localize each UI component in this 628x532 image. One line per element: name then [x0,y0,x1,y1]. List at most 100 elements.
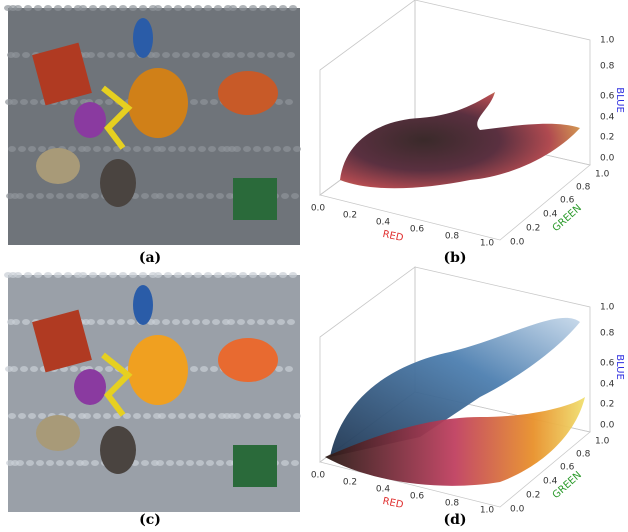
x-tick-label: 0.6 [410,492,425,502]
y-tick-label: 0.2 [526,491,540,501]
pebble [166,460,174,466]
x-axis-title: RED [381,229,404,244]
pebble [283,413,291,419]
pebble [243,413,251,419]
pebble [293,146,301,152]
pebble [153,146,161,152]
pebble [76,460,84,466]
pebble [97,52,105,58]
pebble [243,146,251,152]
pebble [22,319,30,325]
pebble [30,366,38,372]
pebble [24,272,32,278]
y-tick-label: 0.2 [526,224,540,234]
shell [36,148,80,184]
pebble [267,52,275,58]
pebble [64,5,72,11]
pebble [143,413,151,419]
z-tick-label: 1.0 [600,303,615,313]
pebble [162,319,170,325]
pebble [93,146,101,152]
pebble [20,99,28,105]
pebble [210,366,218,372]
coral-purple [74,102,106,138]
pebble [129,5,137,11]
photo [4,272,301,512]
pebble [8,413,16,419]
pebble [127,319,135,325]
pebble [198,413,206,419]
x-tick-label: 0.8 [445,499,460,509]
pebble [11,193,19,199]
pebble [66,193,74,199]
pebble [151,193,159,199]
pebble [249,5,257,11]
shell [36,415,80,451]
coral-blue [133,18,153,58]
green-block [233,445,277,487]
pebble [44,5,52,11]
pebble [214,272,222,278]
z-tick-label: 0.8 [600,62,615,72]
pebble [257,319,265,325]
pebble [103,146,111,152]
y-tick-label: 0.8 [576,183,591,193]
pebble [117,52,125,58]
pebble [263,146,271,152]
pebble [176,460,184,466]
y-tick-label: 0.6 [560,463,575,473]
pebble [99,272,107,278]
pebble [89,5,97,11]
z-tick-label: 0.0 [600,154,615,164]
x-tick-label: 0.2 [343,478,357,488]
pebble [214,5,222,11]
panel-label: (d) [443,512,466,528]
z-tick-label: 0.8 [600,329,615,339]
pebble [184,5,192,11]
scatter-3d: 0.00.20.40.60.81.00.00.20.40.60.81.00.00… [311,267,625,516]
z-tick-label: 1.0 [600,36,615,46]
z-tick-label: 0.6 [600,359,615,369]
z-axis-title: BLUE [614,87,625,113]
pebble [97,319,105,325]
pebble [28,146,36,152]
pebble [182,319,190,325]
pebble [5,99,13,105]
cloud [340,92,580,188]
pebble [127,52,135,58]
pebble [78,413,86,419]
pebble [36,193,44,199]
pebble [164,272,172,278]
pebble [109,5,117,11]
pebble [91,460,99,466]
pebble [269,5,277,11]
pebble [139,272,147,278]
pebble [224,5,232,11]
pebble [277,52,285,58]
pebble [54,272,62,278]
pebble [107,52,115,58]
z-tick-label: 0.4 [600,380,615,390]
pebble [176,193,184,199]
pebble [64,272,72,278]
pebble [164,5,172,11]
pebble [56,193,64,199]
z-tick-label: 0.2 [600,400,614,410]
x-axis-title: RED [381,496,404,511]
x-tick-label: 0.0 [311,471,326,481]
pebble [28,413,36,419]
pebble [30,99,38,105]
pebble [196,460,204,466]
x-tick-label: 0.4 [376,218,391,228]
pebble [222,52,230,58]
pebble [103,413,111,419]
panel-label: (c) [139,512,161,528]
pebble [38,413,46,419]
pebble [82,319,90,325]
pebble [5,366,13,372]
y-tick-label: 0.0 [510,505,525,515]
y-tick-label: 1.0 [595,437,610,447]
pebble [141,460,149,466]
pebble [198,146,206,152]
pebble [291,193,299,199]
